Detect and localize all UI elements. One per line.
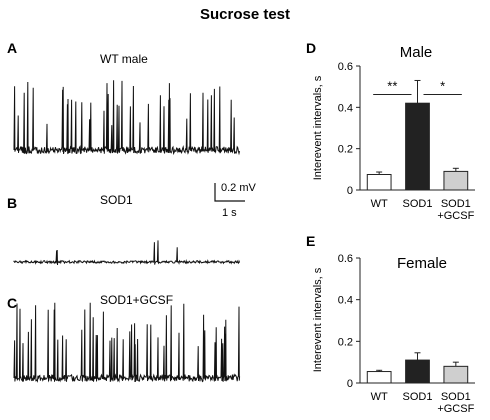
chart-title-male: Male	[400, 44, 433, 61]
panel-letter-b: B	[7, 195, 17, 211]
y-tick-label: 0.2	[338, 336, 353, 348]
trace-c	[13, 302, 241, 383]
bar-2	[443, 170, 469, 191]
y-tick-label: 0.4	[338, 295, 353, 307]
y-axis-label-female: Interevent intervals, s	[312, 267, 324, 372]
bar-chart-male: D Male Interevent intervals, s 0 0.2 0.4 0.…	[306, 40, 475, 222]
bar-0	[366, 174, 392, 191]
trace-label-b: SOD1	[100, 193, 133, 207]
x-tick-label: SOD1	[403, 391, 433, 403]
panel-letter-e: E	[306, 233, 315, 249]
trace-panel-b: B SOD1	[7, 193, 241, 266]
bar-1	[405, 102, 430, 191]
chart-title-female: Female	[397, 255, 447, 272]
x-tick-label: +GCSF	[437, 403, 474, 415]
y-tick-label: 0.6	[338, 253, 353, 265]
trace-panel-c: C SOD1+GCSF	[7, 293, 241, 383]
scale-bar-lines	[214, 183, 245, 202]
scale-bar-amplitude: 0.2 mV	[221, 182, 257, 194]
x-tick-label: WT	[371, 391, 388, 403]
bar-0	[366, 371, 392, 384]
bar-2	[443, 365, 469, 384]
scale-bar: 0.2 mV 1 s	[214, 182, 257, 219]
bar-1	[405, 359, 430, 384]
y-tick-label: 0.6	[338, 61, 353, 73]
trace-label-a: WT male	[100, 52, 148, 66]
trace-label-c: SOD1+GCSF	[100, 293, 173, 307]
x-tick-label: +GCSF	[437, 210, 474, 222]
trace-panel-a: A WT male	[7, 40, 241, 156]
y-tick-label: 0.2	[338, 144, 353, 156]
panel-letter-c: C	[7, 295, 17, 311]
y-tick-label: 0	[347, 185, 353, 197]
bar-chart-female: E Female Interevent intervals, s 0 0.2 0.4…	[306, 233, 475, 415]
significance-label: *	[440, 78, 445, 93]
figure-title: Sucrose test	[200, 6, 290, 23]
panel-letter-a: A	[7, 40, 17, 56]
y-tick-label: 0.4	[338, 102, 353, 114]
trace-b	[13, 240, 241, 266]
x-tick-label: SOD1	[441, 391, 471, 403]
y-tick-label: 0	[347, 378, 353, 390]
y-axis-label-male: Interevent intervals, s	[312, 75, 324, 180]
significance-label: **	[387, 78, 397, 93]
x-tick-label: SOD1	[403, 198, 433, 210]
panel-letter-d: D	[306, 40, 316, 56]
scale-bar-time: 1 s	[222, 207, 237, 219]
x-tick-label: WT	[371, 198, 388, 210]
x-tick-label: SOD1	[441, 198, 471, 210]
trace-a	[13, 80, 241, 156]
